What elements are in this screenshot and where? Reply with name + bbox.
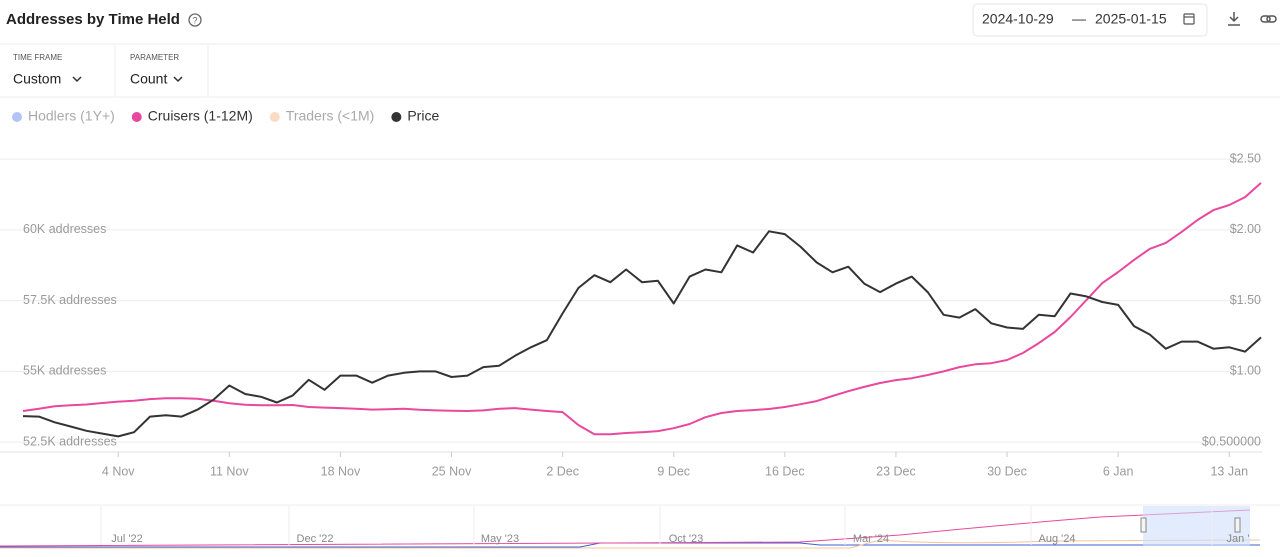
navigator-label: Jan '	[1227, 533, 1250, 545]
series-line	[22, 182, 1262, 436]
date-from: 2024-10-29	[982, 11, 1054, 27]
legend-item[interactable]: Cruisers (1-12M)	[131, 108, 253, 124]
date-to: 2025-01-15	[1095, 11, 1167, 27]
x-tick-label: 23 Dec	[876, 464, 916, 478]
y2-tick-label: $2.00	[1230, 222, 1261, 236]
y2-tick-label: $1.50	[1230, 293, 1261, 307]
control-value[interactable]: Custom	[13, 71, 61, 87]
x-tick-label: 13 Jan	[1210, 464, 1248, 478]
calendar-icon[interactable]	[1183, 13, 1195, 25]
y-tick-label: 57.5K addresses	[23, 293, 117, 307]
legend-swatch	[12, 112, 22, 122]
navigator-handle[interactable]	[1234, 517, 1241, 533]
navigator-line	[0, 539, 1261, 549]
date-range[interactable]	[972, 3, 1208, 37]
navigator: Jul '22 Dec '22 May '23 Oct '23 Mar '24 Aug '…	[0, 506, 1261, 549]
legend-item[interactable]: Price	[391, 108, 439, 124]
legend-swatch	[131, 112, 142, 122]
plot: $0.500000 $1.00 $1.50 $2.00 $2.50 52.5K addre…	[0, 151, 1262, 478]
link-icon[interactable]	[1260, 15, 1277, 23]
legend-label: Price	[407, 108, 439, 124]
control-label: PARAMETER	[130, 53, 179, 62]
legend-item[interactable]: Traders (<1M)	[269, 108, 375, 124]
date-separator: —	[1072, 11, 1086, 27]
y-tick-label: 60K addresses	[23, 222, 106, 236]
control-value[interactable]: Count	[130, 71, 167, 87]
y-tick-label: 52.5K addresses	[23, 434, 117, 448]
x-tick-label: 30 Dec	[987, 464, 1027, 478]
x-tick-label: 11 Nov	[210, 464, 249, 478]
navigator-label: Aug '24	[1039, 533, 1076, 545]
legend-label: Cruisers (1-12M)	[148, 108, 253, 124]
x-tick-label: 16 Dec	[765, 464, 805, 478]
y-tick-label: 55K addresses	[23, 364, 106, 378]
y2-tick-label: $0.500000	[1202, 434, 1261, 448]
navigator-label: Dec '22	[297, 533, 334, 545]
x-tick-label: 4 Nov	[102, 464, 135, 478]
x-tick-label: 18 Nov	[321, 464, 361, 478]
navigator-label: Mar '24	[853, 533, 889, 545]
legend-label: Hodlers (1Y+)	[28, 108, 115, 124]
series-line	[22, 230, 1262, 438]
navigator-label: May '23	[481, 533, 519, 545]
svg-text:?: ?	[192, 15, 197, 25]
x-tick-label: 9 Dec	[657, 464, 690, 478]
navigator-selection[interactable]	[1143, 506, 1250, 546]
navigator-line	[0, 509, 1251, 547]
x-tick-label: 6 Jan	[1103, 464, 1134, 478]
navigator-label: Oct '23	[669, 533, 704, 545]
x-tick-label: 2 Dec	[546, 464, 579, 478]
y2-tick-label: $2.50	[1230, 151, 1261, 165]
legend-swatch	[269, 112, 280, 122]
y2-tick-label: $1.00	[1230, 364, 1261, 378]
legend-label: Traders (<1M)	[286, 108, 375, 124]
navigator-label: Jul '22	[111, 533, 142, 545]
control-label: TIME FRAME	[13, 53, 62, 62]
navigator-handle[interactable]	[1140, 517, 1147, 533]
help-icon[interactable]: ?	[188, 13, 202, 27]
legend-item[interactable]: Hodlers (1Y+)	[12, 108, 115, 124]
legend-swatch	[391, 112, 402, 122]
download-icon[interactable]	[1228, 12, 1240, 26]
chart-title: Addresses by Time Held	[6, 11, 180, 28]
dropdown-arrow[interactable]	[173, 76, 183, 83]
legend: Hodlers (1Y+) Cruisers (1-12M) Traders (<1…	[12, 108, 439, 124]
dropdown-arrow[interactable]	[72, 76, 82, 83]
x-tick-label: 25 Nov	[432, 464, 472, 478]
